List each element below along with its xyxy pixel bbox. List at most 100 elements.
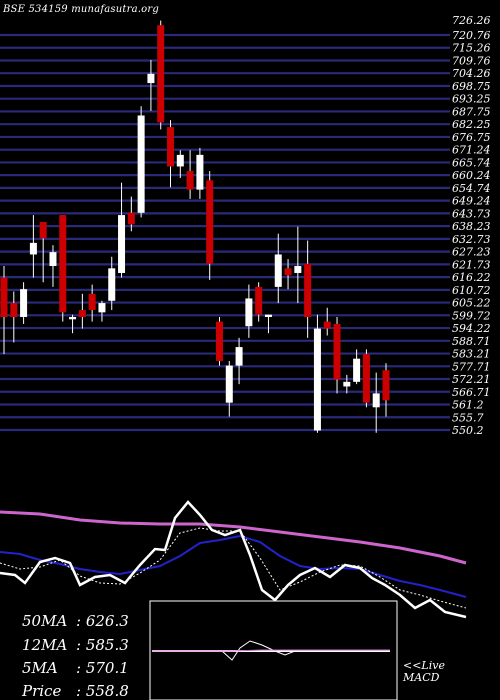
candle-body bbox=[0, 277, 8, 317]
price-tick-label: 704.26 bbox=[452, 67, 491, 80]
ma50-readout: 50MA: 626.3 bbox=[22, 612, 129, 630]
candle-body bbox=[235, 347, 243, 366]
candle-body bbox=[225, 365, 233, 403]
candle bbox=[362, 349, 370, 408]
price-tick-label: 572.21 bbox=[452, 373, 491, 386]
candle bbox=[264, 314, 272, 334]
candle bbox=[245, 284, 253, 338]
candle-body bbox=[245, 298, 253, 327]
price-tick-label: 709.76 bbox=[452, 54, 491, 67]
ma12-line bbox=[0, 534, 467, 598]
candle-body bbox=[353, 358, 361, 382]
price-tick-label: 610.72 bbox=[452, 284, 491, 297]
candle-body bbox=[49, 252, 57, 267]
candle-body bbox=[333, 323, 341, 380]
candle-body bbox=[39, 222, 47, 239]
ma5-value: 570.1 bbox=[85, 659, 129, 677]
price-tick-label: 550.2 bbox=[452, 424, 484, 437]
ma5-readout: 5MA: 570.1 bbox=[22, 659, 129, 677]
candle-body bbox=[206, 180, 214, 264]
candle bbox=[176, 150, 184, 179]
ma50-value: 626.3 bbox=[85, 612, 129, 630]
candle bbox=[78, 293, 86, 329]
candle bbox=[235, 337, 243, 385]
price-tick-label: 649.24 bbox=[452, 195, 491, 208]
price-tick-label: 720.76 bbox=[452, 29, 491, 42]
candle bbox=[284, 259, 292, 290]
candle-body bbox=[78, 310, 86, 317]
candle bbox=[196, 147, 204, 199]
candle bbox=[225, 360, 233, 417]
candle-body bbox=[20, 289, 28, 317]
candle bbox=[49, 245, 57, 287]
candle-body bbox=[10, 303, 18, 317]
candle bbox=[215, 316, 223, 366]
candle-body bbox=[294, 266, 302, 273]
candle bbox=[137, 106, 145, 218]
price-tick-label: 621.73 bbox=[452, 258, 491, 271]
price-line bbox=[0, 500, 467, 619]
candle bbox=[372, 372, 380, 433]
price-tick-label: 627.23 bbox=[452, 246, 491, 259]
candle-body bbox=[313, 328, 321, 431]
price-tick-label: 583.21 bbox=[452, 348, 491, 361]
candle-body bbox=[323, 321, 331, 329]
candle-body bbox=[215, 321, 223, 361]
price-tick-label: 698.75 bbox=[452, 80, 491, 93]
candle bbox=[313, 314, 321, 433]
candle bbox=[255, 282, 263, 322]
price-tick-label: 665.74 bbox=[452, 156, 491, 169]
candle-body bbox=[176, 154, 184, 167]
candle-body bbox=[362, 354, 370, 403]
price-tick-label: 638.23 bbox=[452, 220, 491, 233]
candle bbox=[29, 215, 37, 278]
price-tick-label: 605.22 bbox=[452, 297, 491, 310]
price-value: 558.8 bbox=[85, 682, 129, 700]
candle bbox=[20, 282, 28, 324]
candle-body bbox=[147, 73, 155, 84]
ma12-label: 12MA bbox=[22, 636, 68, 654]
candle-body bbox=[304, 263, 312, 317]
price-tick-label: 693.25 bbox=[452, 93, 491, 106]
price-label: Price bbox=[22, 682, 62, 700]
candle-body bbox=[382, 370, 390, 401]
price-tick-label: 660.24 bbox=[452, 169, 491, 182]
candle-body bbox=[69, 316, 77, 320]
macd-label: <<Live MACD bbox=[403, 660, 445, 684]
candle bbox=[353, 349, 361, 385]
candle bbox=[0, 266, 8, 355]
candle bbox=[10, 291, 18, 343]
macd-title-text: MACD bbox=[403, 671, 440, 684]
candle bbox=[98, 300, 106, 322]
candle bbox=[343, 374, 351, 394]
candle-body bbox=[284, 268, 292, 276]
macd-live-text: <<Live bbox=[403, 659, 445, 672]
price-tick-label: 682.25 bbox=[452, 118, 491, 131]
candle bbox=[382, 363, 390, 417]
candle-body bbox=[372, 393, 380, 408]
price-tick-label: 594.22 bbox=[452, 322, 491, 335]
candle bbox=[118, 182, 126, 278]
candle bbox=[88, 284, 96, 322]
candle bbox=[206, 171, 214, 280]
candle bbox=[323, 307, 331, 336]
ma5-label: 5MA bbox=[22, 659, 58, 677]
ma12-readout: 12MA: 585.3 bbox=[22, 636, 129, 654]
price-tick-label: 687.75 bbox=[452, 105, 491, 118]
candle-body bbox=[137, 115, 145, 213]
candle-body bbox=[88, 293, 96, 311]
candle-body bbox=[186, 171, 194, 190]
candle bbox=[333, 316, 341, 394]
candle bbox=[167, 120, 175, 188]
price-tick-label-top: 726.26 bbox=[452, 14, 491, 27]
candle bbox=[274, 233, 282, 304]
price-tick-label: 561.2 bbox=[452, 399, 484, 412]
candle-body bbox=[127, 212, 135, 225]
ma50-line bbox=[0, 510, 467, 565]
candle-body bbox=[196, 154, 204, 190]
price-tick-label: 715.26 bbox=[452, 42, 491, 55]
price-tick-label: 632.73 bbox=[452, 233, 491, 246]
price-tick-label: 566.71 bbox=[452, 386, 491, 399]
candle bbox=[59, 215, 67, 322]
